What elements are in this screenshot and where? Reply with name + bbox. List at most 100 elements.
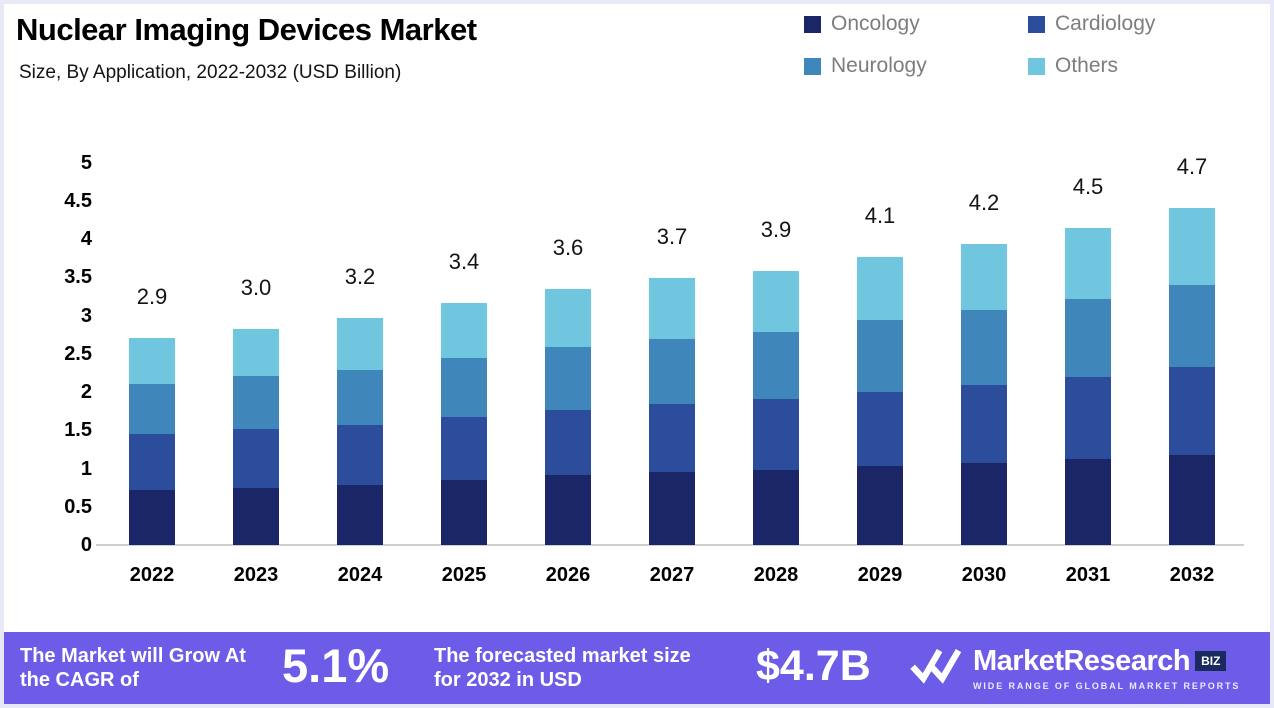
bar-total-label: 4.2 (968, 189, 1000, 215)
x-axis-label: 2022 (129, 564, 175, 586)
brand-suffix-badge: BIZ (1195, 651, 1227, 671)
bar-segment-neurology (1065, 299, 1111, 378)
bar-segment-others (649, 278, 695, 340)
legend-label: Others (1055, 54, 1119, 77)
bar-total-label: 3.6 (552, 235, 584, 261)
brand-logo: MarketResearch BIZ WIDE RANGE OF GLOBAL … (909, 642, 1240, 693)
stacked-bar-2025 (441, 303, 487, 545)
x-axis-label: 2023 (233, 564, 279, 586)
bar-segment-neurology (129, 383, 175, 435)
bar-total-label: 3.0 (240, 275, 272, 301)
bar-total-label: 2.9 (136, 284, 168, 310)
y-axis-tick: 4.5 (64, 189, 92, 212)
brand-tagline: WIDE RANGE OF GLOBAL MARKET REPORTS (973, 680, 1241, 691)
x-axis-label: 2024 (337, 564, 383, 586)
bar-total-label: 3.9 (760, 217, 792, 243)
legend-swatch (1028, 15, 1045, 33)
stacked-bar-2028 (753, 271, 799, 545)
bar-segment-others (857, 257, 903, 321)
bar-segment-oncology (961, 463, 1007, 545)
bar-segment-others (1065, 227, 1111, 300)
bar-segment-cardiology (1065, 377, 1111, 460)
bar-segment-cardiology (961, 385, 1007, 464)
stacked-bar-2023 (233, 329, 279, 545)
x-axis-label: 2031 (1065, 564, 1111, 586)
legend-label: Cardiology (1055, 12, 1156, 35)
bar-segment-oncology (129, 489, 175, 545)
bar-segment-oncology (649, 472, 695, 545)
bar-total-label: 4.7 (1176, 154, 1208, 180)
legend-label: Neurology (831, 54, 927, 77)
bar-total-label: 3.4 (448, 249, 480, 275)
bar-segment-neurology (1169, 284, 1215, 367)
double-check-icon (909, 642, 963, 693)
bar-segment-oncology (441, 479, 487, 545)
bar-segment-neurology (233, 375, 279, 430)
x-axis-label: 2025 (441, 564, 487, 586)
y-axis-tick: 5 (80, 151, 92, 174)
bar-segment-neurology (337, 369, 383, 425)
stacked-bar-2027 (649, 278, 695, 545)
stacked-bar-2029 (857, 257, 903, 545)
bar-segment-cardiology (233, 429, 279, 488)
legend-label: Oncology (831, 12, 920, 35)
bar-total-label: 4.5 (1072, 173, 1104, 199)
bar-segment-oncology (857, 466, 903, 545)
bar-segment-cardiology (753, 398, 799, 470)
y-axis-tick: 0.5 (64, 495, 92, 518)
cagr-label: The Market will Grow At the CAGR of (20, 645, 246, 691)
brand-wordmark: MarketResearch BIZ WIDE RANGE OF GLOBAL … (973, 645, 1240, 691)
legend-item-oncology: Oncology (804, 12, 1010, 36)
legend: Oncology Cardiology Neurology Others (804, 12, 1234, 78)
bar-segment-oncology (545, 475, 591, 545)
bar-segment-cardiology (1169, 366, 1215, 455)
bar-segment-neurology (649, 339, 695, 405)
stacked-bar-2022 (129, 338, 175, 545)
bar-segment-others (1169, 208, 1215, 285)
footer-banner: The Market will Grow At the CAGR of 5.1%… (4, 632, 1270, 704)
x-axis-label: 2029 (857, 564, 903, 586)
bar-segment-neurology (857, 320, 903, 392)
bar-segment-neurology (961, 310, 1007, 386)
y-axis-tick: 3 (80, 304, 92, 327)
stacked-bar-2030 (961, 243, 1007, 545)
stacked-bar-2026 (545, 289, 591, 545)
y-axis-tick: 2 (80, 381, 92, 403)
y-axis-tick: 0 (80, 534, 92, 556)
bar-segment-others (129, 338, 175, 384)
y-axis-tick: 4 (80, 228, 92, 250)
x-axis-label: 2030 (961, 564, 1007, 586)
y-axis-tick: 2.5 (64, 342, 92, 365)
forecast-value: $4.7B (756, 642, 871, 690)
cagr-value: 5.1% (282, 639, 390, 692)
legend-item-others: Others (1028, 54, 1234, 78)
bar-segment-neurology (753, 331, 799, 399)
bar-segment-oncology (233, 487, 279, 545)
bar-segment-cardiology (545, 409, 591, 476)
bar-segment-oncology (753, 470, 799, 545)
chart-subtitle: Size, By Application, 2022-2032 (USD Bil… (19, 62, 402, 83)
bar-segment-neurology (441, 357, 487, 418)
bar-segment-cardiology (129, 434, 175, 490)
stacked-bar-2024 (337, 317, 383, 545)
bar-total-label: 3.7 (656, 224, 688, 249)
x-axis-label: 2026 (545, 564, 591, 586)
bar-segment-others (753, 271, 799, 332)
bar-segment-cardiology (441, 417, 487, 480)
stacked-bar-2032 (1169, 208, 1215, 545)
bar-total-label: 3.2 (344, 263, 376, 289)
bar-segment-others (545, 289, 591, 347)
legend-swatch (804, 15, 821, 33)
x-axis-label: 2032 (1169, 564, 1215, 586)
y-axis-tick: 3.5 (64, 266, 92, 289)
y-axis-tick: 1.5 (64, 419, 92, 442)
x-axis-label: 2028 (753, 564, 799, 586)
y-axis-tick: 1 (80, 457, 92, 480)
bar-segment-neurology (545, 346, 591, 410)
bar-segment-others (961, 243, 1007, 311)
forecast-label: The forecasted market size for 2032 in U… (434, 645, 691, 691)
x-axis-label: 2027 (649, 564, 695, 586)
bar-segment-oncology (1169, 454, 1215, 545)
bar-segment-cardiology (857, 391, 903, 467)
